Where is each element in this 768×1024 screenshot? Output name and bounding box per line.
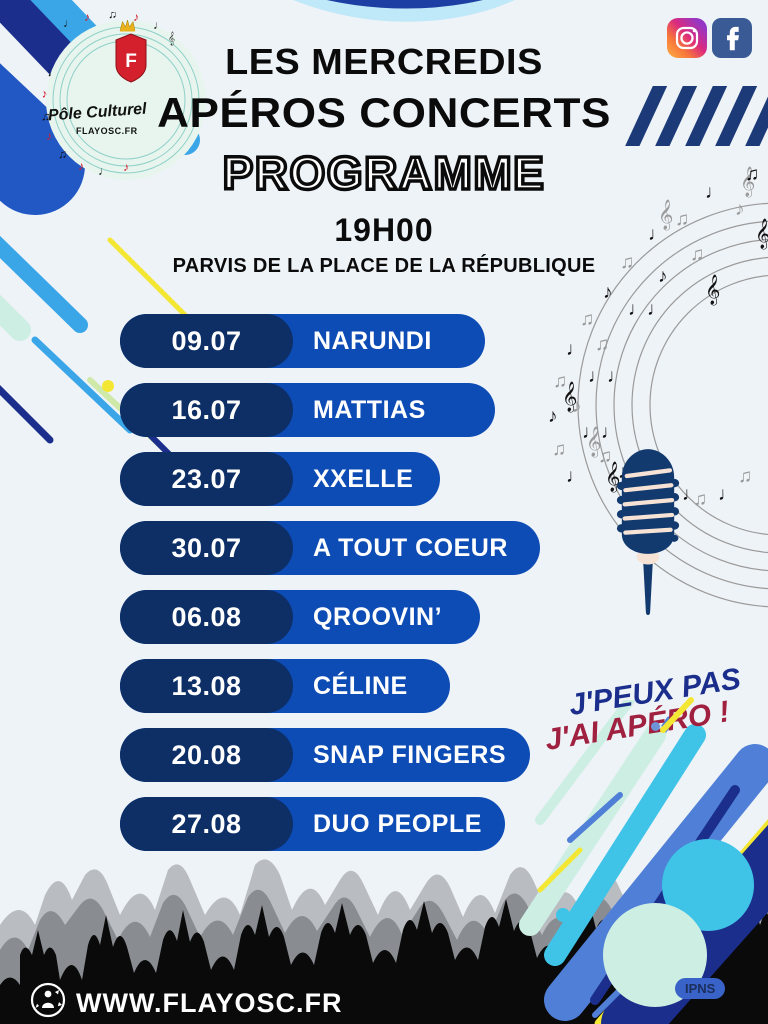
svg-text:♫: ♫ [552,439,566,460]
svg-text:♩: ♩ [648,224,667,245]
svg-text:♪: ♪ [548,406,558,427]
svg-text:♫: ♫ [745,164,759,185]
svg-text:𝄞: 𝄞 [705,274,720,306]
svg-text:♩♩: ♩♩ [588,366,626,387]
svg-text:♩: ♩ [566,466,585,487]
svg-text:♫: ♫ [620,252,634,273]
svg-text:♪: ♪ [572,396,582,417]
svg-text:♫: ♫ [738,466,752,487]
svg-text:♩: ♩ [566,339,585,360]
svg-text:♫: ♫ [580,309,594,330]
svg-text:♫: ♫ [553,371,567,392]
svg-text:𝄞: 𝄞 [755,218,768,250]
svg-text:♩: ♩ [705,182,724,203]
svg-text:♪: ♪ [603,282,613,303]
svg-text:♩: ♩ [718,484,737,505]
svg-text:♫: ♫ [675,209,689,230]
svg-text:♫: ♫ [595,334,609,355]
svg-text:♫: ♫ [690,244,704,265]
svg-text:♫: ♫ [693,489,707,510]
svg-text:♪: ♪ [658,266,668,287]
svg-text:♪: ♪ [735,199,745,220]
svg-text:♩♩: ♩♩ [628,299,666,320]
